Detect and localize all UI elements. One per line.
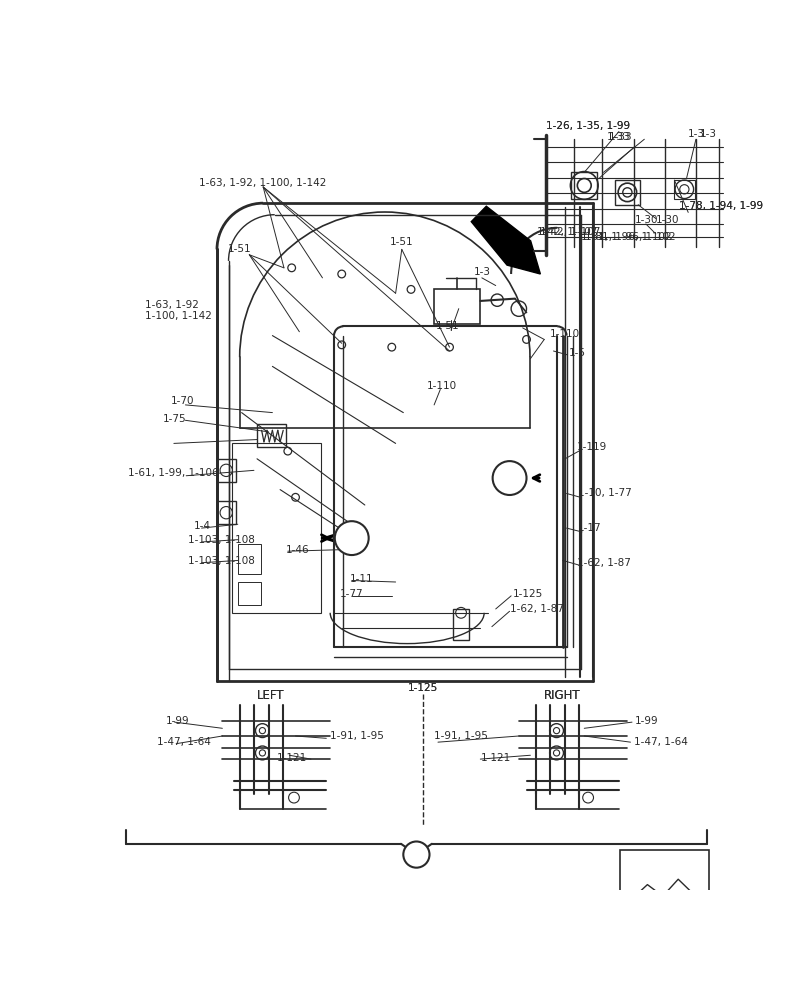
Text: 1-121: 1-121 xyxy=(480,753,511,763)
Text: RIGHT: RIGHT xyxy=(544,689,580,702)
Bar xyxy=(257,424,286,447)
Text: 1-81, 1-96, 1-102: 1-81, 1-96, 1-102 xyxy=(581,232,672,242)
Text: 1-110: 1-110 xyxy=(427,381,457,391)
Text: 1-81, 1-96, 1-102: 1-81, 1-96, 1-102 xyxy=(585,232,675,242)
Text: 1-33: 1-33 xyxy=(608,132,633,142)
Text: 1-11: 1-11 xyxy=(349,574,373,584)
Text: 1-5: 1-5 xyxy=(569,348,586,358)
Text: 1-30: 1-30 xyxy=(635,215,659,225)
Bar xyxy=(238,582,261,605)
Text: 1-110: 1-110 xyxy=(549,329,580,339)
Circle shape xyxy=(493,461,527,495)
Text: 1-100, 1-142: 1-100, 1-142 xyxy=(145,311,213,321)
Text: 1-47, 1-64: 1-47, 1-64 xyxy=(157,737,211,747)
Text: 1-77: 1-77 xyxy=(340,589,364,599)
Text: 1-75: 1-75 xyxy=(163,414,187,424)
Text: 1-63, 1-92, 1-100, 1-142: 1-63, 1-92, 1-100, 1-142 xyxy=(200,178,327,188)
Text: 1-62, 1-87: 1-62, 1-87 xyxy=(510,604,563,614)
Text: 1-78, 1-94, 1-99: 1-78, 1-94, 1-99 xyxy=(679,201,763,211)
Text: 1-91, 1-95: 1-91, 1-95 xyxy=(434,731,488,741)
Polygon shape xyxy=(651,902,704,918)
Text: 1-103, 1-108: 1-103, 1-108 xyxy=(187,535,255,545)
Text: 1-51: 1-51 xyxy=(229,244,252,254)
Text: 1-10, 1-77: 1-10, 1-77 xyxy=(578,488,632,498)
Bar xyxy=(238,544,261,574)
Bar xyxy=(621,850,709,918)
Bar xyxy=(233,443,321,613)
Text: 1-119: 1-119 xyxy=(577,442,607,452)
Text: 1-26, 1-35, 1-99: 1-26, 1-35, 1-99 xyxy=(546,121,630,131)
Bar xyxy=(217,501,236,524)
Text: 1-47, 1-64: 1-47, 1-64 xyxy=(634,737,688,747)
Text: 1-103, 1-108: 1-103, 1-108 xyxy=(187,556,255,566)
Text: 1-63, 1-92: 1-63, 1-92 xyxy=(145,300,200,310)
Text: F: F xyxy=(505,472,514,485)
Bar xyxy=(674,180,695,199)
Text: 1-3: 1-3 xyxy=(473,267,490,277)
Text: 1-4: 1-4 xyxy=(194,521,211,531)
Text: 1-61, 1-99, 1-106: 1-61, 1-99, 1-106 xyxy=(128,468,218,478)
Bar xyxy=(615,180,640,205)
Text: 1-51: 1-51 xyxy=(390,237,414,247)
Text: 1-51: 1-51 xyxy=(436,321,460,331)
Text: 1-62, 1-87: 1-62, 1-87 xyxy=(577,558,630,568)
Text: 1-125: 1-125 xyxy=(512,589,543,599)
Text: 1-42, 1-107: 1-42, 1-107 xyxy=(537,227,597,237)
Text: 1-46: 1-46 xyxy=(286,545,310,555)
Text: 1-3: 1-3 xyxy=(700,129,717,139)
Bar xyxy=(571,172,597,199)
Text: 1-30: 1-30 xyxy=(656,215,680,225)
Text: 1-33: 1-33 xyxy=(606,132,630,142)
Text: 1-78, 1-94, 1-99: 1-78, 1-94, 1-99 xyxy=(679,201,763,211)
Text: F: F xyxy=(412,848,421,861)
Bar xyxy=(217,459,236,482)
Text: 1-99: 1-99 xyxy=(166,716,190,726)
Text: F: F xyxy=(347,532,356,545)
Circle shape xyxy=(335,521,368,555)
Text: 1-121: 1-121 xyxy=(276,753,307,763)
Text: LEFT: LEFT xyxy=(257,689,284,702)
Text: LEFT: LEFT xyxy=(257,689,284,702)
Circle shape xyxy=(403,841,430,868)
Text: RIGHT: RIGHT xyxy=(544,689,580,702)
Bar xyxy=(453,609,469,640)
Text: 1-3: 1-3 xyxy=(688,129,705,139)
Text: 1-125: 1-125 xyxy=(407,683,438,693)
Text: 1-91, 1-95: 1-91, 1-95 xyxy=(330,731,384,741)
Text: 1-125: 1-125 xyxy=(407,683,438,693)
Bar xyxy=(434,289,480,324)
Text: 1-70: 1-70 xyxy=(170,396,194,406)
Text: 1-99: 1-99 xyxy=(634,716,658,726)
Polygon shape xyxy=(471,206,541,274)
Text: 1-42, 1-107: 1-42, 1-107 xyxy=(540,227,600,237)
Text: 1-17: 1-17 xyxy=(578,523,602,533)
Text: 1-26, 1-35, 1-99: 1-26, 1-35, 1-99 xyxy=(546,121,630,131)
Polygon shape xyxy=(322,534,335,542)
